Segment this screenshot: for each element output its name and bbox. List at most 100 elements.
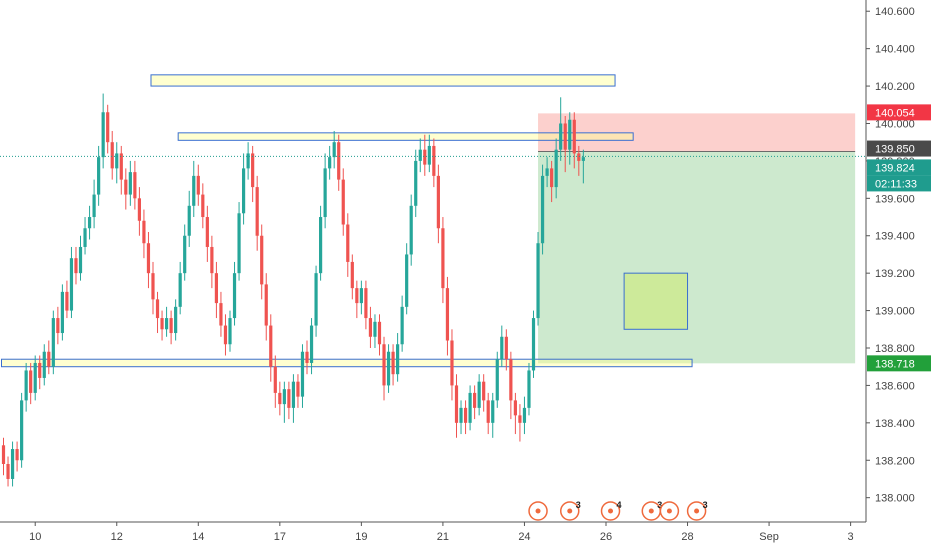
y-tick-label: 138.800	[875, 343, 915, 355]
candle-body	[38, 362, 42, 378]
candle-body	[74, 258, 78, 274]
candle-body	[20, 400, 24, 461]
candle	[20, 392, 24, 468]
event-marker[interactable]: 4	[600, 500, 622, 521]
candle-body	[377, 321, 382, 345]
candle	[42, 344, 46, 386]
candle-body	[133, 172, 137, 199]
candle	[33, 355, 37, 401]
event-markers[interactable]: 3 4 3 3	[528, 500, 708, 521]
candle	[241, 153, 246, 225]
countdown-label-text: 02:11:33	[875, 178, 917, 190]
candle-body	[346, 224, 350, 262]
candle	[355, 280, 359, 319]
candle-body	[418, 149, 422, 161]
candle-body	[78, 246, 83, 274]
candle-body	[568, 119, 572, 150]
candle-body	[15, 449, 19, 461]
x-tick-label: 26	[600, 531, 612, 543]
candle-body	[251, 153, 255, 188]
candle-body	[296, 381, 300, 397]
candle	[563, 116, 567, 173]
candle-body	[559, 123, 563, 150]
candle	[368, 306, 373, 348]
candle	[1, 437, 6, 476]
candle-body	[24, 370, 28, 401]
candle-body	[142, 220, 146, 244]
candle-body	[509, 359, 513, 401]
target-zone[interactable]	[538, 151, 856, 364]
candle	[504, 329, 508, 371]
candle	[65, 280, 69, 319]
y-tick-label: 138.200	[875, 455, 915, 467]
event-marker[interactable]: 3	[686, 500, 708, 521]
candle	[477, 374, 481, 416]
candle	[550, 160, 554, 203]
candle-body	[463, 407, 468, 423]
candle-body	[151, 273, 155, 300]
candle-body	[391, 351, 395, 375]
candle-body	[205, 217, 209, 247]
event-count: 3	[657, 500, 662, 510]
stop-price-label-text: 140.054	[875, 107, 915, 119]
candle	[287, 381, 291, 420]
event-marker[interactable]: 3	[560, 500, 581, 521]
level-box-2[interactable]	[177, 132, 634, 141]
candle	[359, 280, 363, 315]
candle-body	[160, 318, 164, 330]
candle-body	[504, 336, 508, 360]
candle-body	[97, 157, 101, 195]
y-tick-label: 138.600	[875, 380, 915, 392]
candle	[350, 254, 354, 300]
candle-body	[495, 359, 499, 401]
candle	[482, 374, 486, 412]
candle	[319, 205, 323, 281]
candle-body	[115, 153, 119, 169]
candle	[29, 362, 33, 405]
x-tick-label: 12	[111, 531, 123, 543]
last-price-label-text: 139.850	[875, 144, 915, 156]
candle	[178, 261, 182, 315]
y-tick-label: 140.000	[875, 118, 915, 130]
candle	[341, 168, 345, 236]
candle	[183, 224, 187, 281]
y-tick-label: 139.400	[875, 231, 915, 243]
candle-body	[382, 344, 386, 386]
candle	[373, 314, 377, 348]
candle-body	[164, 318, 169, 330]
candle-body	[323, 168, 327, 218]
event-count: 3	[703, 500, 708, 510]
candle-body	[359, 288, 363, 304]
candle-body	[300, 351, 305, 397]
candle	[119, 145, 123, 195]
candle-body	[355, 288, 359, 304]
candle-body	[291, 381, 296, 408]
candle-body	[328, 157, 332, 169]
candle	[450, 329, 454, 401]
candle-body	[414, 160, 418, 206]
candle	[232, 261, 237, 326]
target-price-label: 138.718	[867, 355, 931, 372]
inner-target-box[interactable]	[623, 272, 689, 330]
candle-body	[396, 344, 400, 375]
event-dot-icon	[535, 508, 541, 514]
candle-body	[241, 168, 246, 214]
level-box-1[interactable]	[150, 74, 616, 87]
event-marker[interactable]	[659, 501, 680, 521]
candle	[441, 217, 445, 304]
candle-body	[106, 112, 110, 143]
candle	[128, 160, 132, 206]
candle	[155, 291, 160, 334]
candle-body	[454, 385, 459, 423]
candle	[187, 190, 191, 247]
candle-body	[486, 400, 490, 423]
y-tick-label: 138.400	[875, 418, 915, 430]
event-marker[interactable]: 3	[641, 500, 662, 521]
candle-body	[232, 273, 237, 319]
event-marker[interactable]	[528, 501, 548, 521]
x-tick-label: 10	[29, 531, 41, 543]
candle-body	[183, 235, 187, 274]
level-box-3[interactable]	[1, 358, 693, 368]
